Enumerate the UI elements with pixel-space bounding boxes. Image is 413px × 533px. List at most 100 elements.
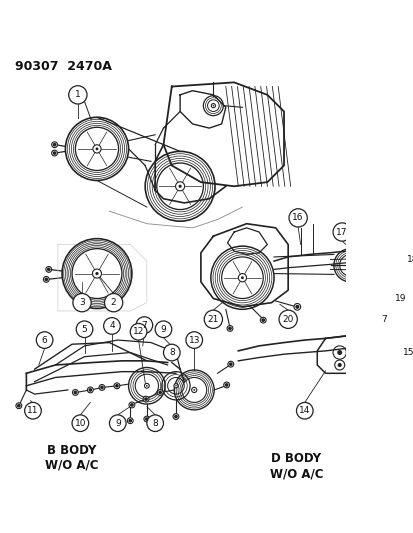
Text: 2: 2 bbox=[111, 298, 116, 307]
Circle shape bbox=[226, 326, 233, 332]
Circle shape bbox=[43, 277, 49, 282]
Circle shape bbox=[229, 363, 231, 365]
Circle shape bbox=[399, 264, 400, 266]
Circle shape bbox=[104, 294, 123, 312]
Circle shape bbox=[390, 289, 408, 308]
Circle shape bbox=[25, 402, 41, 419]
Circle shape bbox=[278, 310, 297, 328]
Circle shape bbox=[72, 390, 78, 395]
Circle shape bbox=[377, 263, 381, 268]
Circle shape bbox=[145, 398, 147, 400]
Circle shape bbox=[157, 390, 163, 395]
Circle shape bbox=[109, 415, 126, 432]
Circle shape bbox=[174, 415, 177, 418]
Text: 19: 19 bbox=[394, 294, 405, 303]
Circle shape bbox=[260, 317, 266, 323]
Circle shape bbox=[227, 361, 233, 367]
Circle shape bbox=[93, 145, 101, 153]
Circle shape bbox=[129, 419, 131, 422]
Text: 90307  2470A: 90307 2470A bbox=[14, 60, 111, 73]
Circle shape bbox=[293, 303, 300, 310]
Circle shape bbox=[130, 324, 147, 340]
Circle shape bbox=[143, 396, 149, 402]
Text: 13: 13 bbox=[188, 336, 199, 344]
Circle shape bbox=[116, 385, 118, 387]
Text: 21: 21 bbox=[207, 315, 218, 324]
Circle shape bbox=[129, 402, 135, 408]
Circle shape bbox=[131, 403, 133, 406]
Circle shape bbox=[100, 386, 103, 389]
Circle shape bbox=[74, 391, 76, 393]
Circle shape bbox=[73, 294, 91, 312]
Circle shape bbox=[403, 251, 413, 269]
Circle shape bbox=[347, 263, 352, 268]
Circle shape bbox=[99, 384, 104, 390]
Circle shape bbox=[18, 405, 20, 407]
Circle shape bbox=[16, 403, 22, 409]
Circle shape bbox=[405, 330, 412, 337]
Circle shape bbox=[204, 310, 222, 328]
Circle shape bbox=[53, 152, 56, 154]
Text: 9: 9 bbox=[115, 419, 120, 427]
Circle shape bbox=[228, 327, 230, 329]
Circle shape bbox=[114, 383, 119, 389]
Circle shape bbox=[261, 319, 264, 321]
Circle shape bbox=[136, 317, 152, 334]
Circle shape bbox=[212, 105, 214, 107]
Text: 15: 15 bbox=[402, 348, 413, 357]
Circle shape bbox=[211, 103, 215, 108]
Circle shape bbox=[155, 321, 171, 337]
Circle shape bbox=[178, 185, 181, 188]
Circle shape bbox=[175, 182, 184, 191]
Circle shape bbox=[103, 318, 120, 334]
Circle shape bbox=[399, 344, 413, 361]
Circle shape bbox=[296, 402, 312, 419]
Circle shape bbox=[36, 332, 53, 349]
Text: 17: 17 bbox=[336, 228, 347, 237]
Circle shape bbox=[52, 142, 57, 148]
Circle shape bbox=[144, 383, 149, 388]
Text: 7: 7 bbox=[141, 321, 147, 329]
Circle shape bbox=[95, 148, 98, 150]
Circle shape bbox=[92, 269, 101, 278]
Circle shape bbox=[378, 264, 380, 266]
Text: 11: 11 bbox=[27, 406, 39, 415]
Circle shape bbox=[53, 143, 56, 146]
Text: 9: 9 bbox=[160, 325, 166, 334]
Text: 14: 14 bbox=[298, 406, 310, 415]
Circle shape bbox=[127, 418, 133, 424]
Circle shape bbox=[407, 332, 410, 335]
Text: 6: 6 bbox=[42, 336, 47, 344]
Circle shape bbox=[375, 311, 391, 328]
Text: 1: 1 bbox=[75, 91, 81, 99]
Circle shape bbox=[95, 272, 98, 275]
Text: 18: 18 bbox=[406, 255, 413, 264]
Text: B BODY
W/O A/C: B BODY W/O A/C bbox=[45, 444, 99, 472]
Circle shape bbox=[173, 414, 178, 419]
Text: 7: 7 bbox=[380, 315, 386, 324]
Circle shape bbox=[185, 332, 202, 349]
Text: 12: 12 bbox=[133, 327, 144, 336]
Circle shape bbox=[46, 266, 52, 272]
Circle shape bbox=[349, 264, 350, 266]
Circle shape bbox=[240, 276, 243, 279]
Circle shape bbox=[76, 321, 93, 337]
Circle shape bbox=[146, 385, 147, 386]
Circle shape bbox=[238, 273, 246, 282]
Text: 5: 5 bbox=[81, 325, 87, 334]
Text: 8: 8 bbox=[169, 348, 174, 357]
Circle shape bbox=[52, 150, 57, 156]
Text: 3: 3 bbox=[79, 298, 85, 307]
Text: 4: 4 bbox=[109, 321, 114, 330]
Text: 16: 16 bbox=[292, 213, 303, 222]
Circle shape bbox=[332, 223, 351, 241]
Circle shape bbox=[406, 342, 411, 346]
Text: D BODY
W/O A/C: D BODY W/O A/C bbox=[269, 453, 323, 480]
Circle shape bbox=[159, 391, 161, 393]
Circle shape bbox=[147, 415, 163, 432]
Circle shape bbox=[87, 387, 93, 393]
Circle shape bbox=[175, 385, 176, 386]
Circle shape bbox=[337, 350, 342, 355]
Circle shape bbox=[397, 263, 401, 268]
Circle shape bbox=[163, 344, 180, 361]
